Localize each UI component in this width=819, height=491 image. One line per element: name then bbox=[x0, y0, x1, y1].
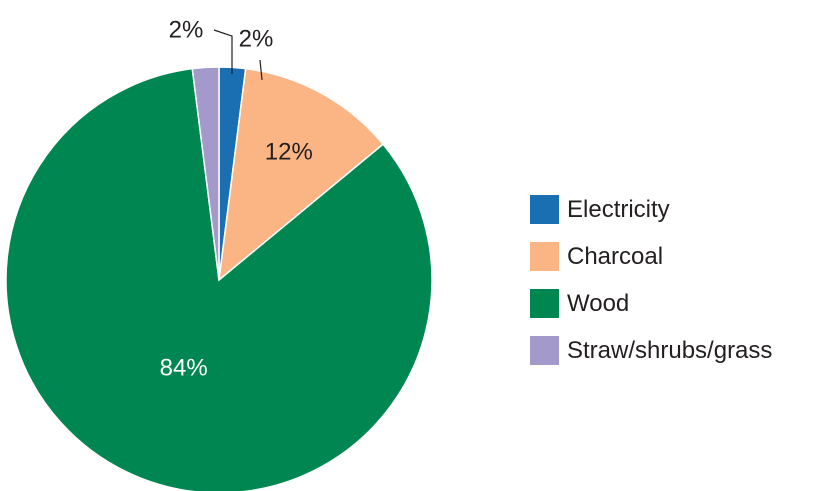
legend-swatch bbox=[530, 242, 559, 271]
legend-label: Electricity bbox=[567, 195, 670, 223]
legend-swatch bbox=[530, 289, 559, 318]
legend-item-straw-shrubs-grass: Straw/shrubs/grass bbox=[530, 335, 772, 366]
legend: Electricity Charcoal Wood Straw/shrubs/gras… bbox=[530, 194, 772, 366]
legend-swatch bbox=[530, 195, 559, 224]
legend-item-electricity: Electricity bbox=[530, 194, 772, 225]
slice-labels: 2% 12% 84% 2% bbox=[160, 16, 313, 381]
legend-item-wood: Wood bbox=[530, 288, 772, 319]
slice-label-wood: 84% bbox=[160, 354, 208, 381]
legend-label: Straw/shrubs/grass bbox=[567, 336, 773, 364]
pie-slice-wood bbox=[5, 67, 433, 491]
slice-label-straw-shrubs-grass: 2% bbox=[169, 16, 204, 43]
pie-slices bbox=[5, 66, 433, 491]
legend-label: Charcoal bbox=[567, 242, 664, 270]
pie-slice-straw-shrubs-grass bbox=[191, 66, 220, 281]
legend-label: Wood bbox=[567, 289, 630, 317]
pie-slice-charcoal bbox=[218, 67, 385, 282]
slice-label-electricity: 2% bbox=[239, 25, 274, 52]
leader-line-straw-shrubs-grass bbox=[213, 29, 233, 74]
legend-swatch bbox=[530, 336, 559, 365]
slice-label-charcoal: 12% bbox=[265, 138, 313, 165]
leader-line-electricity bbox=[259, 59, 263, 81]
legend-item-charcoal: Charcoal bbox=[530, 241, 772, 272]
leader-lines bbox=[213, 29, 263, 81]
